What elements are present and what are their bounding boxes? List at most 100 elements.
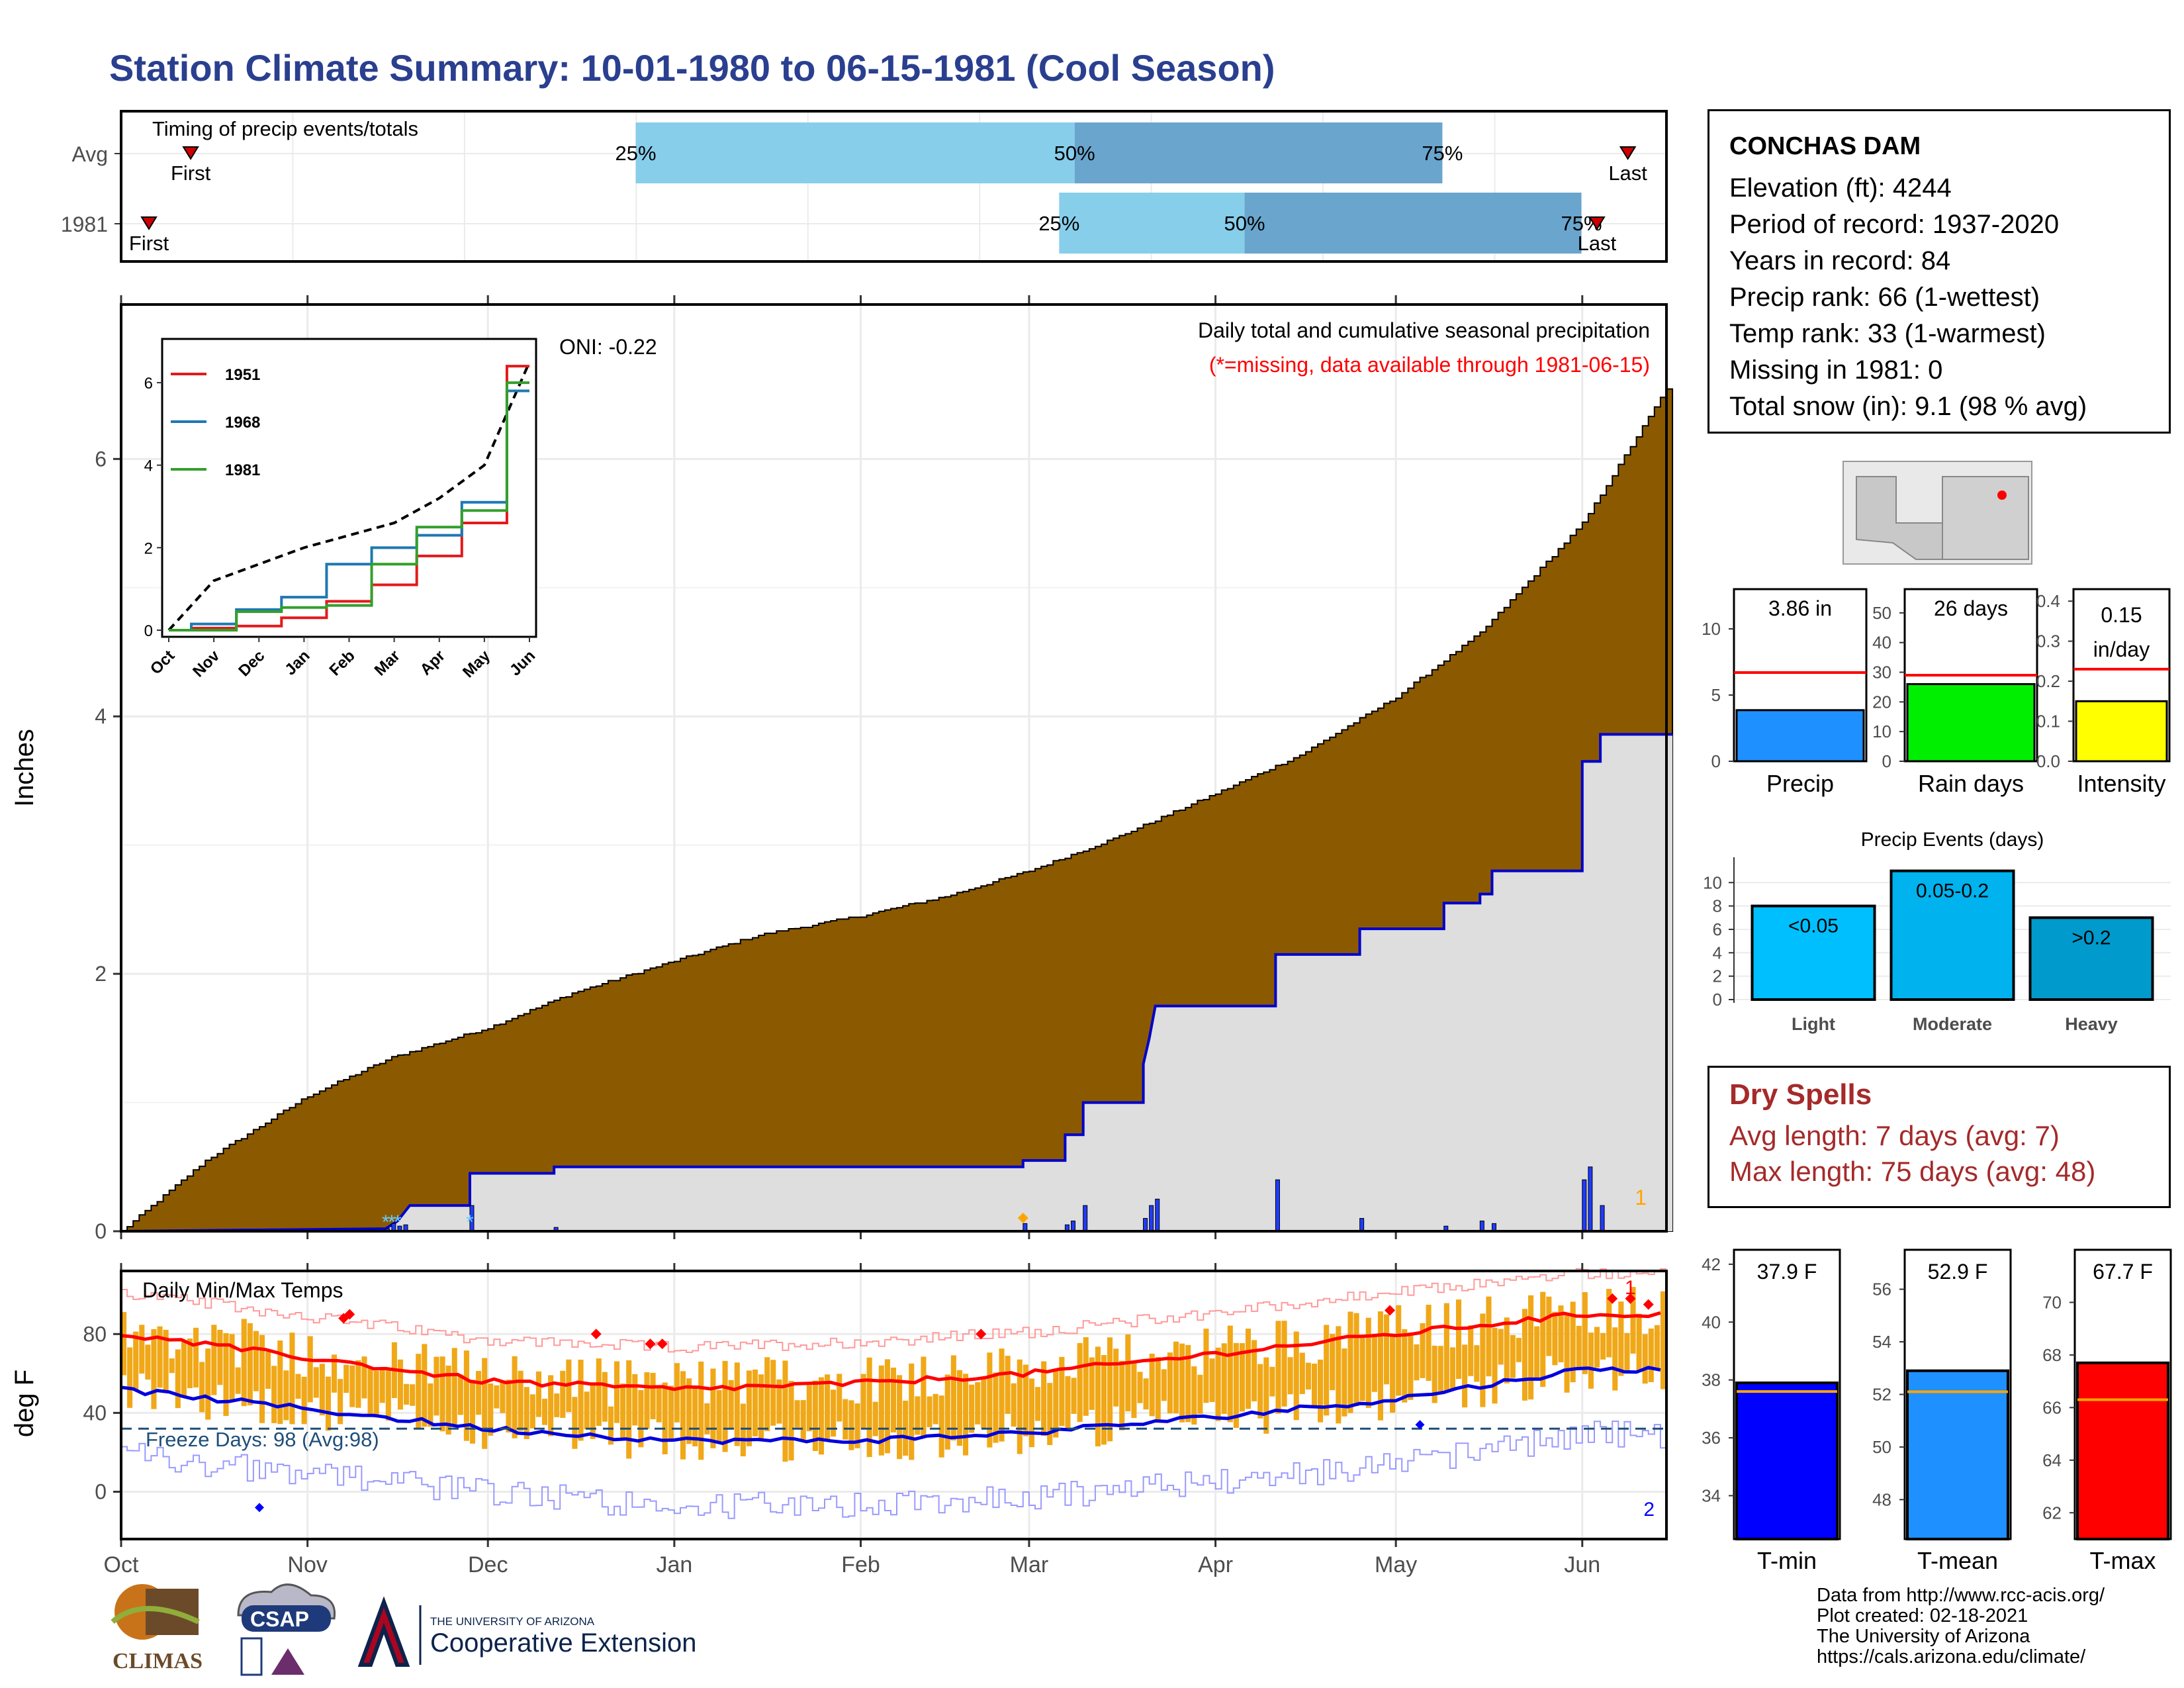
timing-first-marker bbox=[182, 146, 199, 160]
daily-temp-range-bar bbox=[1437, 1346, 1443, 1391]
station-missing: Missing in 1981: 0 bbox=[1729, 355, 1943, 385]
summary-ytick-label: 20 bbox=[1872, 692, 1891, 712]
daily-temp-range-bar bbox=[650, 1372, 656, 1419]
daily-temp-range-bar bbox=[1095, 1346, 1101, 1446]
daily-temp-range-bar bbox=[373, 1370, 379, 1418]
daily-temp-range-bar bbox=[229, 1334, 235, 1401]
daily-temp-range-bar bbox=[349, 1365, 355, 1407]
daily-temp-range-bar bbox=[1347, 1311, 1353, 1413]
daily-temp-range-bar bbox=[1516, 1338, 1522, 1362]
daily-temp-range-bar bbox=[1402, 1329, 1408, 1403]
events-ytick-label: 0 bbox=[1713, 990, 1722, 1009]
daily-temp-range-bar bbox=[704, 1403, 710, 1434]
daily-temp-range-bar bbox=[1227, 1325, 1233, 1423]
daily-temp-range-bar bbox=[1468, 1325, 1474, 1376]
daily-temp-range-bar bbox=[716, 1389, 722, 1444]
daily-temp-range-bar bbox=[1065, 1376, 1071, 1429]
daily-temp-range-bar bbox=[1396, 1305, 1402, 1396]
events-ytick-label: 2 bbox=[1713, 966, 1722, 986]
daily-temp-range-bar bbox=[1342, 1348, 1347, 1417]
timing-panel: Timing of precip events/totals Avg 25% 50% 7… bbox=[61, 110, 1668, 263]
daily-temp-range-bar bbox=[933, 1393, 938, 1425]
record-low-marker bbox=[1415, 1420, 1425, 1430]
cumulative-observed-line bbox=[120, 733, 1673, 1233]
credit-university: The University of Arizona bbox=[1817, 1626, 2030, 1647]
temps-frame bbox=[120, 1270, 1668, 1540]
daily-temp-range-bar bbox=[404, 1383, 410, 1405]
daily-temp-range-bar bbox=[1257, 1364, 1263, 1419]
timing-last-marker bbox=[1619, 146, 1637, 160]
summary-ytick-label: 0.1 bbox=[2036, 712, 2060, 731]
temp-ytick-label: 42 bbox=[1702, 1254, 1721, 1274]
daily-temp-range-bar bbox=[950, 1355, 956, 1441]
daily-temp-range-bar bbox=[529, 1394, 535, 1429]
timing-last-label: Last bbox=[1608, 162, 1647, 185]
temps-xtick-label: Oct bbox=[104, 1552, 139, 1577]
daily-temp-range-bar bbox=[1504, 1317, 1510, 1383]
daily-temp-range-bar bbox=[163, 1329, 169, 1391]
daily-temp-range-bar bbox=[1119, 1360, 1125, 1430]
daily-temp-range-bar bbox=[211, 1325, 217, 1395]
daily-temp-range-bar bbox=[915, 1396, 921, 1435]
daily-temp-range-bar bbox=[1089, 1357, 1095, 1410]
daily-temp-range-bar bbox=[1011, 1383, 1017, 1427]
daily-temp-range-bar bbox=[1017, 1359, 1023, 1454]
timing-p25-label: 25% bbox=[615, 142, 657, 165]
daily-temp-range-bar bbox=[1263, 1357, 1269, 1434]
temp-bar-label: T-mean bbox=[1917, 1547, 1998, 1574]
temps-ytick-label: 0 bbox=[95, 1480, 107, 1504]
ua-big-text: Cooperative Extension bbox=[430, 1628, 696, 1658]
daily-temp-range-bar bbox=[1197, 1374, 1203, 1414]
daily-temp-range-bar bbox=[1113, 1348, 1119, 1407]
summary-ytick-label: 30 bbox=[1872, 663, 1891, 682]
daily-temp-range-bar bbox=[151, 1329, 157, 1409]
daily-temp-range-bar bbox=[1179, 1343, 1185, 1423]
daily-precip-bar bbox=[1071, 1220, 1076, 1232]
daily-temp-range-bar bbox=[1125, 1334, 1131, 1412]
daily-temp-range-bar bbox=[668, 1385, 674, 1440]
daily-temp-range-bar bbox=[1377, 1311, 1383, 1421]
daily-temp-range-bar bbox=[235, 1367, 241, 1394]
daily-temp-range-bar bbox=[872, 1401, 878, 1436]
record-high-marker bbox=[976, 1329, 987, 1340]
temps-header: Daily Min/Max Temps bbox=[142, 1278, 343, 1302]
temp-bar bbox=[1735, 1382, 1839, 1541]
daily-temp-range-bar bbox=[1630, 1287, 1636, 1354]
daily-temp-range-bar bbox=[127, 1347, 133, 1408]
precip-ytick-label: 0 bbox=[95, 1219, 107, 1243]
daily-temp-range-bar bbox=[800, 1400, 806, 1440]
summary-ytick-label: 10 bbox=[1702, 619, 1721, 639]
daily-temp-range-bar bbox=[469, 1380, 476, 1444]
daily-temp-range-bar bbox=[770, 1360, 776, 1426]
temp-value-label: 52.9 F bbox=[1928, 1260, 1988, 1284]
daily-temp-range-bar bbox=[837, 1374, 842, 1422]
timing-header: Timing of precip events/totals bbox=[152, 117, 418, 140]
daily-temp-range-bar bbox=[554, 1393, 560, 1417]
daily-temp-range-bar bbox=[457, 1374, 463, 1415]
daily-temp-range-bar bbox=[1498, 1329, 1504, 1365]
daily-temp-range-bar bbox=[776, 1379, 782, 1424]
daily-temp-range-bar bbox=[1432, 1345, 1437, 1403]
daily-temp-range-bar bbox=[927, 1396, 933, 1427]
daily-temp-range-bar bbox=[897, 1375, 903, 1460]
daily-temp-range-bar bbox=[289, 1333, 295, 1425]
temps-ytick-label: 40 bbox=[83, 1401, 107, 1425]
temp-ytick-label: 52 bbox=[1872, 1385, 1891, 1405]
daily-temp-range-bar bbox=[523, 1387, 529, 1439]
precip-header: Daily total and cumulative seasonal prec… bbox=[1198, 318, 1650, 342]
snow-marker: * bbox=[382, 1211, 390, 1233]
page-title: Station Climate Summary: 10-01-1980 to 0… bbox=[109, 47, 1275, 89]
daily-temp-range-bar bbox=[686, 1378, 692, 1444]
record-high-marker bbox=[657, 1338, 668, 1350]
daily-temp-range-bar bbox=[1071, 1378, 1077, 1414]
event-bar bbox=[1751, 904, 1876, 1002]
temps-xtick-label: Dec bbox=[468, 1552, 508, 1577]
daily-temp-range-bar bbox=[758, 1374, 764, 1442]
daily-precip-bar bbox=[1600, 1205, 1605, 1232]
daily-temp-range-bar bbox=[734, 1362, 740, 1446]
daily-temp-range-bar bbox=[541, 1399, 548, 1425]
inset-ytick-label: 6 bbox=[144, 375, 153, 393]
daily-temp-range-bar bbox=[626, 1360, 632, 1459]
summary-value-label: 0.15 bbox=[2101, 603, 2142, 627]
daily-temp-range-bar bbox=[1522, 1309, 1528, 1401]
